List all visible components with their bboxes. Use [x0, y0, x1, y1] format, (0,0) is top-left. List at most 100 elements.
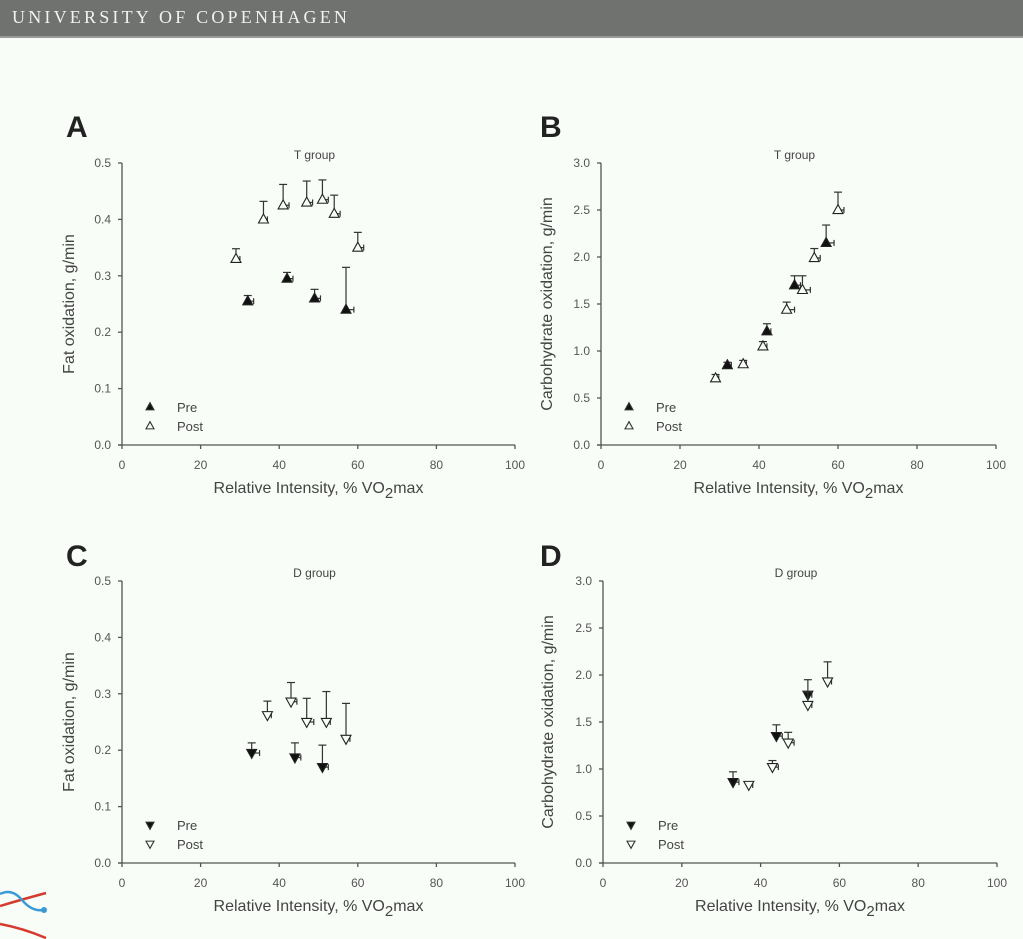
- y-axis-title: Carbohydrate oxidation, g/min: [539, 197, 556, 410]
- x-tick-label: 60: [833, 876, 847, 890]
- y-tick-label: 2.5: [573, 203, 590, 217]
- data-point-post: [230, 252, 242, 264]
- y-tick-label: 1.5: [573, 297, 590, 311]
- y-tick-label: 0.1: [94, 800, 111, 814]
- legend-label-post: Post: [177, 419, 203, 434]
- x-axis-title: Relative Intensity, % VO2max: [214, 898, 424, 920]
- chart-title: D group: [775, 566, 818, 580]
- data-point-post: [340, 734, 352, 746]
- chart-title: D group: [293, 566, 336, 580]
- x-tick-label: 0: [600, 876, 607, 890]
- legend-marker-pre: [145, 401, 155, 411]
- x-tick-label: 0: [119, 876, 126, 890]
- y-tick-label: 1.5: [575, 715, 592, 729]
- university-logo-icon: [0, 890, 47, 939]
- data-point-post: [328, 207, 341, 218]
- y-tick-label: 0.0: [573, 438, 590, 452]
- x-tick-label: 100: [505, 458, 525, 472]
- y-tick-label: 0.5: [94, 574, 111, 588]
- x-tick-label: 40: [273, 458, 287, 472]
- legend-marker-post: [624, 420, 634, 430]
- y-tick-label: 0.0: [575, 856, 592, 870]
- series-post: [261, 681, 352, 746]
- y-axis-title: Fat oxidation, g/min: [61, 234, 78, 374]
- data-point-pre: [788, 278, 801, 290]
- data-point-pre: [245, 748, 258, 760]
- chart-panel-d: D D group 0.0 0.5 1.0 1.5 2.0 2.5 3.0 0 20 40 60 80 10…: [540, 540, 1007, 920]
- data-point-pre: [721, 358, 734, 370]
- y-tick-label: 2.0: [573, 250, 590, 264]
- x-tick-label: 20: [194, 458, 208, 472]
- data-point-pre: [820, 236, 833, 248]
- legend-label-pre: Pre: [177, 818, 197, 833]
- panel-label: D: [540, 540, 562, 573]
- x-tick-label: 40: [752, 458, 766, 472]
- x-tick-label: 0: [119, 458, 126, 472]
- legend-label-pre: Pre: [656, 400, 676, 415]
- y-tick-label: 0.0: [94, 438, 111, 452]
- y-tick-label: 0.3: [94, 269, 111, 283]
- y-tick-label: 0.1: [94, 382, 111, 396]
- y-tick-label: 1.0: [575, 762, 592, 776]
- data-point-post: [832, 203, 844, 215]
- data-point-post: [742, 780, 755, 792]
- data-point-pre: [340, 303, 352, 314]
- x-tick-label: 20: [194, 876, 208, 890]
- legend-marker-pre: [145, 821, 155, 831]
- data-point-post: [801, 700, 814, 712]
- y-tick-label: 0.4: [94, 630, 111, 644]
- x-tick-label: 80: [910, 458, 924, 472]
- series-pre: [721, 224, 835, 370]
- data-point-post: [782, 738, 795, 750]
- y-tick-label: 3.0: [575, 574, 592, 588]
- x-tick-label: 40: [273, 876, 287, 890]
- data-point-post: [737, 357, 750, 369]
- university-title: UNIVERSITY OF COPENHAGEN: [12, 7, 351, 27]
- y-tick-label: 0.3: [94, 687, 111, 701]
- data-point-post: [320, 717, 333, 729]
- y-tick-label: 0.0: [94, 856, 111, 870]
- data-point-pre: [316, 762, 329, 774]
- x-tick-label: 100: [987, 876, 1007, 890]
- y-tick-label: 0.2: [94, 743, 111, 757]
- y-tick-label: 0.5: [575, 809, 592, 823]
- x-tick-label: 80: [430, 876, 444, 890]
- x-axis-title: Relative Intensity, % VO2max: [695, 898, 905, 920]
- x-tick-label: 60: [351, 458, 365, 472]
- legend-label-post: Post: [656, 419, 682, 434]
- y-tick-label: 0.5: [94, 156, 111, 170]
- x-tick-label: 40: [754, 876, 768, 890]
- legend-label-post: Post: [658, 837, 684, 852]
- legend-label-pre: Pre: [658, 818, 678, 833]
- header-bar: UNIVERSITY OF COPENHAGEN: [0, 0, 1023, 38]
- data-point-post: [757, 339, 769, 351]
- data-point-pre: [281, 272, 293, 283]
- x-tick-label: 100: [986, 458, 1006, 472]
- data-point-post: [796, 283, 809, 295]
- data-point-post: [277, 198, 290, 210]
- data-point-post: [780, 303, 793, 314]
- x-tick-label: 20: [673, 458, 687, 472]
- data-point-pre: [760, 324, 773, 336]
- data-point-post: [261, 711, 274, 722]
- data-point-post: [257, 212, 270, 224]
- legend-label-pre: Pre: [177, 400, 197, 415]
- panel-label: B: [540, 111, 562, 144]
- data-point-post: [300, 195, 313, 207]
- chart-title: T group: [294, 148, 335, 162]
- legend-marker-pre: [624, 401, 634, 411]
- data-point-pre: [727, 778, 739, 789]
- legend-label-post: Post: [177, 837, 203, 852]
- y-tick-label: 0.2: [94, 325, 111, 339]
- chart-panel-b: B T group 0.0 0.5 1.0 1.5 2.0 2.5 3.0 0 20 40 60 80 10…: [539, 111, 1006, 502]
- data-point-pre: [770, 731, 783, 743]
- x-tick-label: 80: [912, 876, 926, 890]
- series-post: [742, 661, 834, 792]
- legend-marker-pre: [626, 821, 636, 831]
- y-axis-title: Carbohydrate oxidation, g/min: [540, 615, 557, 828]
- x-tick-label: 60: [351, 876, 365, 890]
- series-post: [230, 179, 365, 264]
- chart-panel-c: C D group 0.0 0.1 0.2 0.3 0.4 0.5 0 20 40 60 80 100 Re…: [61, 540, 525, 920]
- series-post: [709, 191, 845, 383]
